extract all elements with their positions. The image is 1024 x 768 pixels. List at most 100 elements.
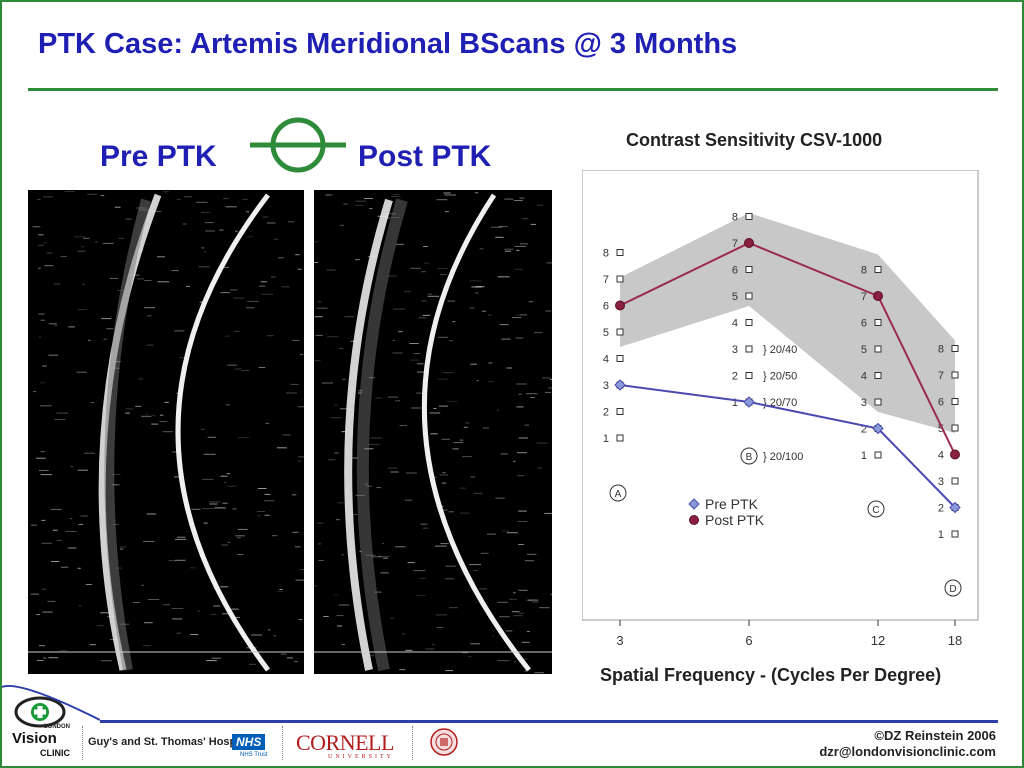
level-label: 7 [938, 370, 944, 382]
legend-pre-label: Pre PTK [705, 496, 759, 512]
level-label: 4 [732, 318, 738, 330]
level-box [951, 398, 959, 405]
level-box [745, 266, 753, 273]
level-label: 3 [861, 397, 867, 409]
clinic-name-vision: Vision [12, 730, 57, 747]
level-label: 5 [861, 344, 867, 356]
acuity-label: } 20/100 [763, 451, 803, 463]
level-box [951, 345, 959, 352]
copyright-block: ©DZ Reinstein 2006 dzr@londonvisionclini… [819, 728, 996, 760]
nhs-trust-label: NHS Trust [240, 752, 268, 758]
legend-post-marker [689, 515, 699, 525]
clinic-name-clinic: CLINIC [40, 748, 70, 758]
level-box [616, 328, 624, 336]
level-label: 4 [603, 354, 609, 366]
column-letter: B [746, 452, 753, 463]
level-box [874, 266, 882, 273]
footer-separator [82, 726, 84, 760]
level-label: 3 [732, 344, 738, 356]
level-box [874, 345, 882, 353]
pre-ptk-point [872, 422, 884, 435]
chart-title: Contrast Sensitivity CSV-1000 [626, 130, 883, 150]
level-label: 1 [603, 433, 609, 445]
post-ptk-series-line [619, 241, 956, 455]
column-letter-circle [944, 579, 962, 597]
ptk-symbol-icon [250, 117, 346, 173]
footer-separator [282, 726, 284, 760]
level-box [951, 477, 959, 485]
level-box [874, 319, 882, 326]
post-ptk-point [744, 238, 754, 248]
level-label: 1 [861, 450, 867, 462]
level-label: 6 [861, 318, 867, 330]
level-box [951, 530, 959, 538]
level-label: 8 [938, 344, 944, 356]
chart-x-axis-label: Spatial Frequency - (Cycles Per Degree) [600, 665, 942, 685]
acuity-label: } 20/70 [763, 397, 797, 409]
footer-separator [412, 726, 414, 760]
pre-ptk-point [614, 379, 626, 391]
level-label: 6 [732, 265, 738, 277]
column-letter-circle [740, 447, 758, 465]
level-box [616, 355, 624, 362]
level-label: 3 [603, 380, 609, 392]
cornell-university-label: UNIVERSITY [328, 754, 394, 760]
level-box [951, 371, 959, 379]
level-label: 1 [938, 529, 944, 541]
level-label: 5 [938, 423, 944, 435]
level-box [745, 213, 753, 220]
x-tick-label: 6 [745, 633, 752, 648]
column-letter-circle [867, 500, 885, 518]
level-label: 1 [732, 397, 738, 409]
cornell-logo: CORNELL [296, 730, 394, 755]
level-box [951, 424, 959, 432]
level-label: 8 [732, 212, 738, 224]
hospital-name: Guy's and St. Thomas' Hospital [88, 736, 253, 748]
level-box [616, 275, 624, 283]
level-label: 8 [603, 248, 609, 260]
level-box [745, 292, 753, 300]
level-label: 6 [603, 301, 609, 313]
level-label: 2 [861, 424, 867, 436]
pre-ptk-point [743, 396, 755, 408]
level-box [745, 345, 753, 353]
level-label: 2 [603, 407, 609, 419]
university-seal-icon [430, 728, 458, 756]
level-label: 7 [732, 238, 738, 250]
post-ptk-point [950, 449, 960, 460]
acuity-label: } 20/40 [763, 344, 797, 356]
acuity-label: } 20/50 [763, 371, 797, 383]
x-tick-label: 12 [871, 633, 885, 648]
post-ptk-label: Post PTK [358, 140, 492, 173]
pre-ptk-series-line [619, 384, 956, 509]
level-box [616, 408, 624, 415]
level-label: 8 [861, 265, 867, 277]
pre-ptk-point [949, 501, 961, 514]
clinic-name-london: LONDON [44, 724, 70, 730]
level-label: 7 [603, 274, 609, 286]
level-label: 4 [938, 450, 944, 462]
level-box [874, 372, 882, 379]
level-box [616, 249, 624, 256]
slide-title: PTK Case: Artemis Meridional BScans @ 3 … [38, 28, 738, 60]
level-label: 3 [938, 476, 944, 488]
level-label: 4 [861, 371, 867, 383]
column-letter: C [872, 505, 879, 516]
copyright-text: ©DZ Reinstein 2006 [874, 728, 996, 743]
pre-ptk-label: Pre PTK [100, 140, 217, 173]
footer-divider [100, 720, 998, 723]
post-ptk-bscan-image [314, 190, 552, 674]
column-letter-circle [609, 484, 627, 502]
level-label: 5 [603, 327, 609, 339]
post-ptk-point [873, 291, 883, 301]
post-ptk-point [615, 300, 625, 311]
level-box [874, 451, 882, 459]
level-box [745, 319, 753, 326]
legend-pre-marker [688, 498, 700, 510]
level-label: 7 [861, 291, 867, 303]
level-label: 2 [732, 371, 738, 383]
x-tick-label: 18 [948, 633, 962, 648]
column-letter: A [615, 489, 622, 500]
level-label: 5 [732, 291, 738, 303]
